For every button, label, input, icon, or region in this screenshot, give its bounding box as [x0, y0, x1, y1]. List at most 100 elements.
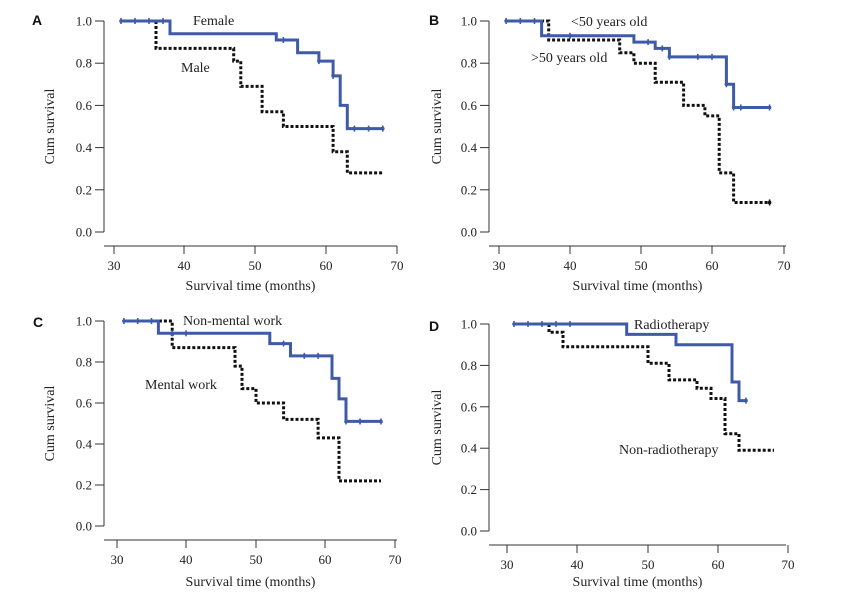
censor-dot: [135, 319, 140, 323]
censor-dot: [366, 126, 371, 131]
series-label-non-mental-work: Non-mental work: [183, 314, 282, 329]
y-tick-label: 0.8: [461, 358, 477, 373]
censor-dot: [161, 19, 165, 23]
x-axis-title: Survival time (months): [186, 575, 316, 590]
censor-dot: [540, 322, 544, 326]
series-label-under-50: <50 years old: [571, 15, 647, 30]
panel-a-plot: 0.0 0.2 0.4 0.6 0.8 1.0 30 40 50 60 70 Survival tim…: [43, 14, 404, 295]
panel-b: B 0.0 0.2 0.4 0.6 0.8 1.0 30 40 50 60 70 Survival t…: [429, 12, 791, 294]
y-axis-title: Cum survival: [43, 88, 58, 164]
y-tick-label: 0.6: [76, 98, 93, 113]
y-tick-label: 0.0: [461, 524, 477, 539]
censor-dot: [724, 82, 729, 87]
censor-dot: [739, 105, 743, 110]
censor-dot: [744, 398, 748, 403]
censor-dot: [170, 331, 174, 336]
series-label-male: Male: [181, 61, 210, 76]
censor-dot: [568, 33, 572, 38]
censor-dot: [316, 354, 320, 358]
y-tick-label: 0.0: [76, 225, 92, 240]
censor-dot: [381, 126, 385, 131]
x-tick-label: 30: [108, 258, 121, 273]
series-label-mental-work: Mental work: [145, 378, 217, 393]
x-tick-label: 70: [782, 557, 795, 572]
series-line-non-radiotherapy: [514, 322, 774, 452]
x-tick-label: 50: [249, 258, 262, 273]
x-tick-label: 30: [493, 258, 506, 273]
series-label-over-50: >50 years old: [531, 51, 607, 66]
x-tick-label: 60: [319, 552, 332, 567]
x-tick-label: 70: [391, 258, 404, 273]
y-axis-title: Cum survival: [43, 385, 58, 461]
y-tick-label: 0.4: [461, 140, 478, 155]
y-tick-label: 0.2: [76, 478, 92, 493]
series-line-female: [121, 19, 383, 131]
panel-a: A 0.0 0.2 0.4 0.6 0.8 1.0 30 40 50 60 70 Survival t…: [32, 12, 404, 294]
y-tick-label: 1.0: [461, 14, 477, 29]
x-tick-label: 40: [178, 258, 191, 273]
y-tick-label: 0.2: [461, 482, 477, 497]
y-tick-label: 1.0: [76, 314, 92, 329]
censor-dot: [302, 354, 307, 358]
censor-dot: [696, 55, 700, 59]
censor-dot: [667, 55, 672, 59]
censor-dot: [518, 19, 523, 23]
x-tick-label: 70: [389, 552, 402, 567]
censor-dot: [147, 19, 151, 23]
series-line-non-mental-work: [123, 319, 381, 423]
censor-dot: [133, 19, 137, 23]
series-line-mental-work: [123, 319, 381, 483]
y-tick-label: 0.6: [461, 98, 478, 113]
censor-dot: [149, 319, 154, 323]
x-tick-label: 60: [706, 258, 719, 273]
censor-dot: [281, 38, 286, 42]
y-tick-label: 1.0: [76, 14, 92, 29]
x-axis-title: Survival time (months): [573, 279, 703, 294]
series-label-female: Female: [193, 14, 234, 29]
x-tick-label: 70: [778, 258, 791, 273]
censor-dot: [281, 341, 286, 346]
x-tick-label: 50: [250, 552, 263, 567]
censor-dot: [710, 55, 714, 59]
x-axis-title: Survival time (months): [573, 575, 703, 590]
x-tick-label: 30: [501, 557, 514, 572]
panel-d: D 0.0 0.2 0.4 0.6 0.8 1.0 30 40 50 60 70 Survival t…: [429, 317, 795, 591]
series-label-non-radiotherapy: Non-radiotherapy: [619, 443, 719, 458]
series-line-50-years-old: [506, 19, 770, 204]
censor-dot: [660, 46, 665, 51]
panel-label: A: [32, 12, 42, 28]
y-tick-label: 0.2: [76, 182, 92, 197]
y-tick-label: 0.4: [76, 140, 93, 155]
censor-dot: [504, 19, 508, 23]
censor-dot: [512, 322, 516, 326]
x-tick-label: 60: [712, 557, 725, 572]
y-tick-label: 0.0: [461, 225, 477, 240]
censor-dot: [331, 74, 335, 78]
x-tick-label: 40: [571, 557, 584, 572]
x-tick-label: 30: [111, 552, 124, 567]
censor-dot: [184, 331, 188, 336]
censor-dot: [358, 419, 362, 424]
censor-dot: [352, 126, 357, 131]
censor-dot: [344, 419, 348, 424]
censor-dot: [646, 40, 650, 44]
series-line-male: [121, 19, 383, 175]
censor-dot: [731, 105, 736, 110]
y-tick-label: 1.0: [461, 317, 477, 332]
x-tick-label: 60: [320, 258, 333, 273]
censor-dot: [767, 105, 772, 110]
series-line-radiotherapy: [514, 322, 746, 403]
y-tick-label: 0.8: [76, 56, 92, 71]
panel-label: D: [429, 318, 439, 334]
x-tick-label: 40: [180, 552, 193, 567]
x-axis-title: Survival time (months): [186, 279, 316, 294]
censor-dot: [767, 200, 772, 205]
y-tick-label: 0.6: [76, 396, 93, 411]
y-tick-label: 0.0: [76, 519, 92, 534]
x-tick-label: 40: [564, 258, 577, 273]
x-tick-label: 50: [642, 557, 655, 572]
panel-c: C 0.0 0.2 0.4 0.6 0.8 1.0 30 40 50 60 70 Survival t…: [33, 314, 402, 591]
y-tick-label: 0.4: [76, 437, 93, 452]
panel-c-plot: 0.0 0.2 0.4 0.6 0.8 1.0 30 40 50 60 70 Survival tim…: [43, 314, 402, 591]
